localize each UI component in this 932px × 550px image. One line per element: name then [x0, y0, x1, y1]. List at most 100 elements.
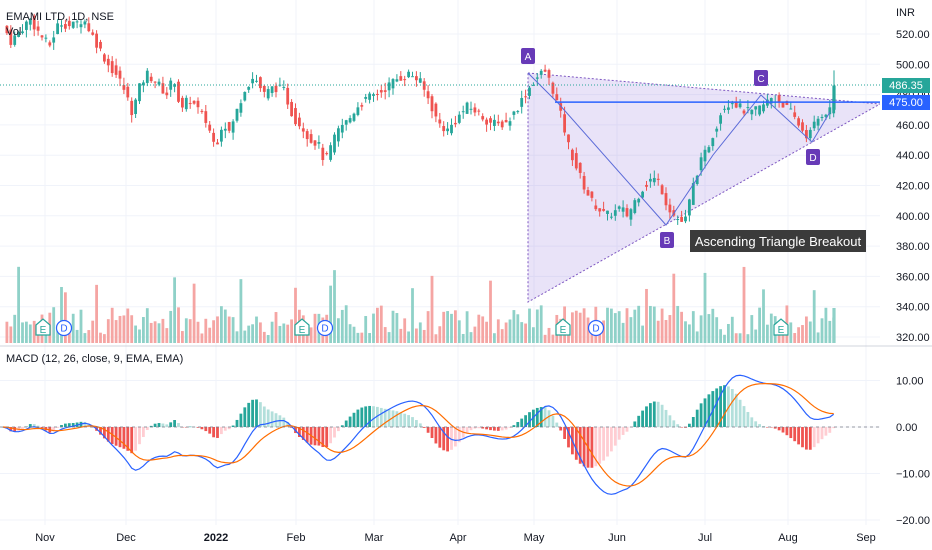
volume-bar: [617, 311, 621, 343]
price-tick-label: 500.00: [896, 59, 930, 71]
macd-hist-bar: [422, 427, 426, 428]
candle-body: [586, 190, 590, 196]
macd-hist-bar: [582, 427, 586, 467]
volume-bar: [828, 320, 832, 343]
macd-hist-bar: [352, 412, 356, 427]
macd-hist-bar: [672, 420, 676, 427]
volume-bar: [157, 323, 161, 343]
macd-hist-bar: [177, 423, 180, 427]
pattern-label: B: [664, 236, 671, 247]
volume-bar: [715, 317, 719, 343]
volume-bar: [734, 333, 738, 343]
macd-hist-bar: [477, 427, 481, 429]
volume-bar: [610, 308, 613, 343]
candle-body: [145, 70, 149, 83]
volume-bar: [379, 305, 383, 343]
macd-hist-bar: [680, 427, 683, 428]
signal-line: [2, 383, 834, 487]
macd-hist-bar: [699, 403, 703, 427]
volume-bar: [711, 308, 715, 343]
macd-hist-bar: [32, 424, 36, 427]
volume-bar: [426, 311, 430, 343]
volume-bar: [391, 310, 395, 343]
candle-body: [415, 76, 418, 81]
volume-bar: [333, 270, 336, 343]
candle-body: [356, 107, 360, 115]
macd-hist-bar: [138, 427, 141, 445]
volume-bar: [500, 329, 504, 343]
macd-hist-bar: [313, 427, 317, 446]
macd-hist-bar: [430, 427, 434, 439]
macd-hist-bar: [28, 424, 32, 427]
macd-hist-bar: [145, 427, 149, 431]
candle-body: [500, 121, 504, 128]
macd-hist-bar: [337, 427, 340, 432]
volume-bar: [547, 327, 551, 343]
macd-hist-bar: [56, 427, 59, 428]
volume-bar: [602, 320, 605, 343]
macd-hist-bar: [485, 427, 488, 430]
volume-bar: [450, 313, 453, 343]
candle-body: [769, 98, 773, 104]
candle-body: [711, 138, 715, 147]
macd-hist-bar: [415, 420, 418, 427]
macd-hist-bar: [286, 422, 290, 427]
macd-hist-bar: [473, 427, 477, 429]
macd-hist-bar: [153, 423, 157, 427]
dividend-marker: D: [60, 324, 67, 335]
macd-hist-bar: [668, 415, 672, 427]
volume-bar: [344, 305, 348, 343]
macd-hist-bar: [676, 424, 680, 427]
macd-hist-bar: [457, 427, 461, 443]
volume-bar: [477, 314, 481, 343]
volume-bar: [723, 334, 726, 343]
price-tick-label: 320.00: [896, 332, 930, 344]
candle-body: [87, 23, 91, 32]
macd-hist-bar: [134, 427, 137, 451]
candle-body: [220, 129, 223, 142]
volume-bar: [278, 325, 282, 343]
macd-hist-bar: [808, 427, 812, 450]
volume-bar: [227, 316, 231, 343]
candle-body: [781, 101, 785, 108]
macd-hist-bar: [329, 427, 332, 444]
candle-body: [208, 124, 212, 131]
volume-bar: [578, 312, 582, 343]
candle-body: [820, 116, 824, 118]
macd-hist-bar: [481, 427, 485, 429]
candle-body: [5, 25, 9, 34]
volume-bar: [738, 333, 742, 343]
macd-hist-bar: [512, 425, 516, 427]
volume-bar: [67, 331, 71, 343]
price-tick-label: 400.00: [896, 211, 930, 223]
candle-body: [372, 94, 375, 96]
candle-body: [321, 147, 325, 161]
macd-hist-bar: [321, 427, 325, 448]
macd-hist-bar: [723, 385, 726, 427]
macd-hist-bar: [801, 427, 804, 448]
macd-hist-bar: [259, 402, 262, 427]
macd-hist-bar: [539, 407, 543, 427]
candle-body: [305, 131, 309, 140]
macd-tick-label: −20.00: [896, 515, 930, 527]
volume-bar: [204, 318, 208, 343]
macd-hist-bar: [769, 427, 773, 428]
candle-body: [298, 117, 301, 127]
macd-hist-bar: [60, 425, 63, 427]
volume-bar: [469, 332, 473, 343]
candle-body: [290, 101, 293, 117]
macd-hist-bar: [142, 427, 145, 438]
macd-hist-bar: [496, 427, 500, 431]
macd-hist-bar: [325, 427, 329, 448]
annotation-text: Ascending Triangle Breakout: [695, 234, 862, 249]
candle-body: [582, 176, 586, 190]
volume-bar: [364, 316, 368, 343]
candle-body: [266, 89, 270, 99]
candle-body: [434, 103, 438, 117]
volume-bar: [169, 310, 173, 343]
macd-hist-bar: [188, 426, 192, 428]
candle-body: [816, 118, 820, 126]
volume-bar: [454, 310, 457, 343]
candle-body: [200, 110, 204, 112]
candle-body: [110, 61, 114, 74]
